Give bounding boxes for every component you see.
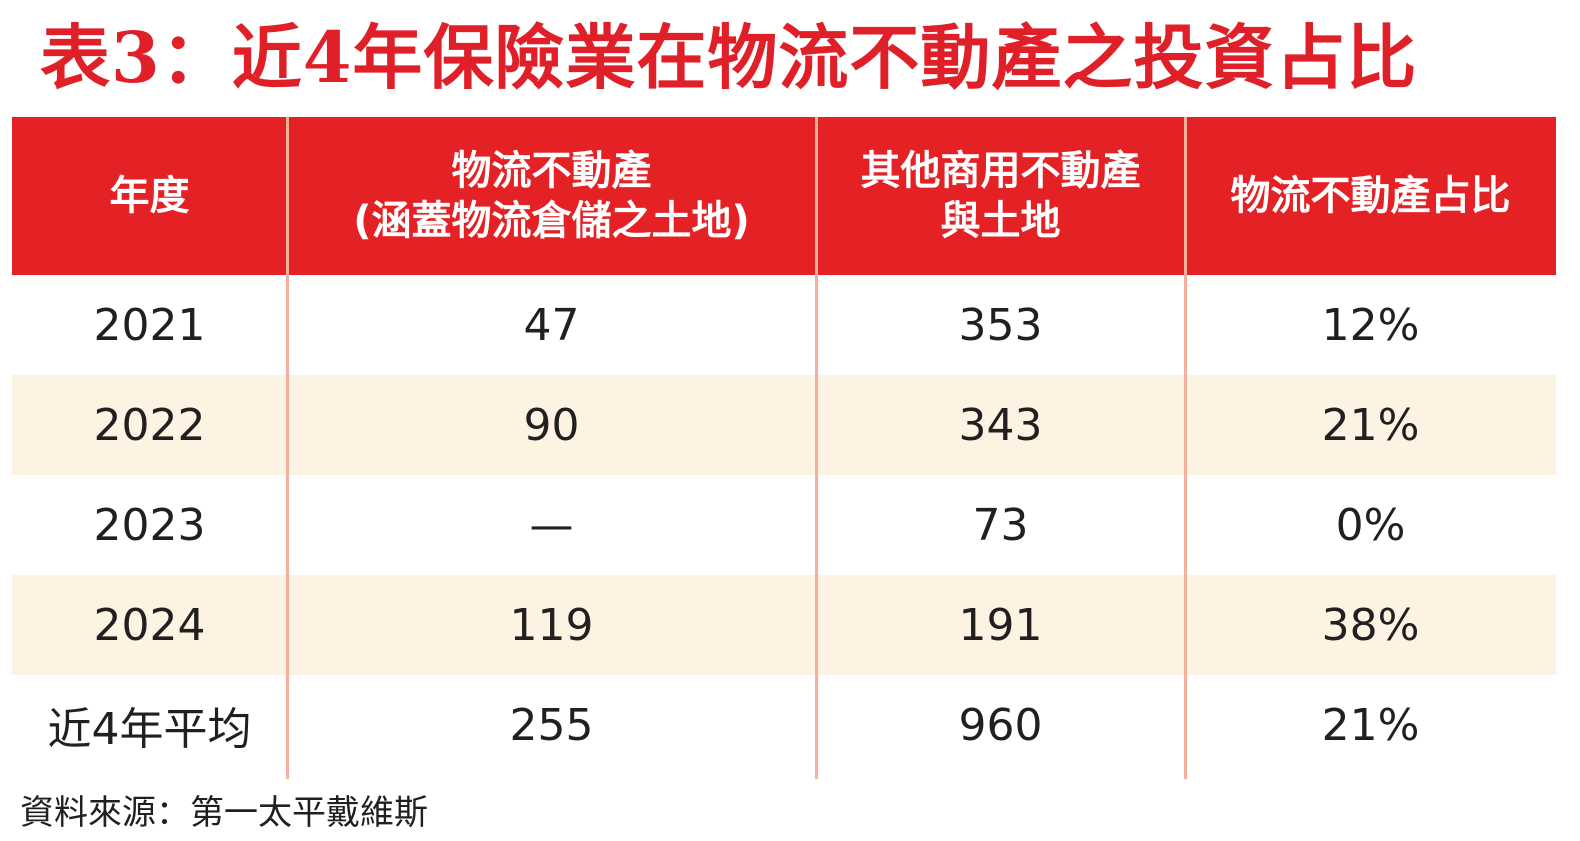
header-share: 物流不動產占比 (1185, 117, 1556, 275)
header-line: 年度 (109, 173, 190, 219)
source-note: 資料來源：第一太平戴維斯 (20, 793, 428, 833)
cell-year: 2021 (93, 299, 206, 351)
column-divider (815, 117, 818, 779)
cell-year: 2023 (93, 499, 206, 551)
data-table: 年度 物流不動產 (涵蓋物流倉儲之土地) 其他商用不動產 與土地 物流不動產占比 2… (12, 117, 1556, 779)
cell-other: 73 (972, 499, 1029, 551)
cell-logistics: 119 (509, 599, 594, 651)
cell-year: 2022 (93, 399, 206, 451)
column-divider (1184, 117, 1187, 779)
table-header-row: 年度 物流不動產 (涵蓋物流倉儲之土地) 其他商用不動產 與土地 物流不動產占比 (12, 117, 1556, 275)
cell-logistics: 255 (509, 699, 594, 751)
cell-other: 343 (958, 399, 1043, 451)
cell-year: 近4年平均 (47, 704, 252, 755)
cell-share: 38% (1321, 599, 1420, 651)
cell-share: 12% (1321, 299, 1420, 351)
cell-share: 21% (1321, 699, 1420, 751)
cell-share: 21% (1321, 399, 1420, 451)
header-logistics: 物流不動產 (涵蓋物流倉儲之土地) (287, 117, 816, 275)
table-row: 2021 47 353 12% (12, 275, 1556, 375)
cell-year: 2024 (93, 599, 206, 651)
header-other: 其他商用不動產 與土地 (816, 117, 1185, 275)
cell-other: 191 (958, 599, 1043, 651)
cell-logistics: — (529, 499, 574, 551)
cell-share: 0% (1335, 499, 1406, 551)
column-divider (286, 117, 289, 779)
header-line: 物流不動產 (451, 148, 652, 194)
cell-logistics: 47 (523, 299, 580, 351)
header-line: 物流不動產占比 (1230, 173, 1511, 219)
table-row: 2024 119 191 38% (12, 575, 1556, 675)
header-line: 與土地 (940, 198, 1061, 244)
header-line: (涵蓋物流倉儲之土地) (353, 198, 750, 244)
table-row: 2023 — 73 0% (12, 475, 1556, 575)
table-row: 近4年平均 255 960 21% (12, 675, 1556, 775)
table-title: 表3：近4年保險業在物流不動產之投資占比 (40, 16, 1418, 99)
header-line: 其他商用不動產 (860, 148, 1141, 194)
cell-other: 353 (958, 299, 1043, 351)
cell-other: 960 (958, 699, 1043, 751)
header-year: 年度 (12, 117, 287, 275)
table-row: 2022 90 343 21% (12, 375, 1556, 475)
cell-logistics: 90 (523, 399, 580, 451)
